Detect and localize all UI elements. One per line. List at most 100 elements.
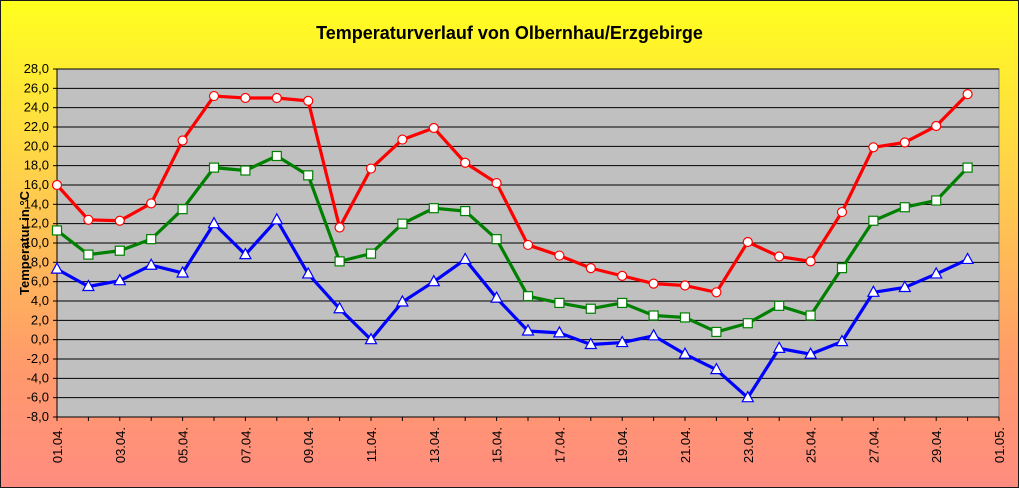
x-tick-label: 17.04. <box>552 427 567 463</box>
data-point-square <box>208 162 220 173</box>
data-point-circle <box>177 135 188 146</box>
x-tick-label: 21.04. <box>678 427 693 463</box>
y-tick-label: -4,0 <box>27 370 49 385</box>
data-point-square <box>303 170 314 181</box>
data-point-circle <box>146 198 157 209</box>
data-point-circle <box>460 157 471 168</box>
y-tick-label: 8,0 <box>31 254 49 269</box>
x-tick-label: 29.04. <box>929 427 944 463</box>
data-point-square <box>931 195 942 206</box>
data-point-triangle <box>552 325 566 338</box>
data-point-triangle <box>238 247 252 260</box>
data-point-square <box>51 225 63 236</box>
data-point-triangle <box>176 265 190 278</box>
data-point-circle <box>648 278 659 289</box>
x-tick-label: 01.05. <box>992 427 1007 463</box>
data-point-square <box>805 310 816 321</box>
data-point-triangle <box>144 257 158 270</box>
y-tick-label: 6,0 <box>31 274 49 289</box>
x-tick-label: 13.04. <box>427 427 442 463</box>
y-tick-label: 14,0 <box>24 196 49 211</box>
data-point-circle <box>742 236 753 248</box>
data-point-circle <box>679 280 691 291</box>
x-tick-label: 05.04. <box>176 427 191 463</box>
x-tick-label: 09.04. <box>301 427 316 463</box>
series-line-2 <box>56 154 969 334</box>
data-point-triangle <box>270 212 284 225</box>
data-point-triangle <box>709 362 723 375</box>
data-point-circle <box>491 177 502 189</box>
y-tick-label: 16,0 <box>24 177 49 192</box>
x-axis-ticks: 01.04. 03.04. 05.04. 07.04. 09.04. 11.04. 13.0… <box>50 417 1007 463</box>
data-point-square <box>491 234 502 245</box>
data-point-circle <box>428 122 439 134</box>
data-point-circle <box>962 89 973 100</box>
data-point-triangle <box>333 301 347 314</box>
data-point-triangle <box>301 266 315 279</box>
data-point-circle <box>271 92 282 104</box>
data-point-square <box>334 256 345 267</box>
x-tick-label: 03.04. <box>113 427 128 463</box>
y-tick-label: 2,0 <box>31 312 49 327</box>
data-point-circle <box>83 214 94 225</box>
data-point-square <box>742 318 753 329</box>
data-point-circle <box>365 163 377 174</box>
data-point-triangle <box>113 273 127 286</box>
data-point-circle <box>554 250 565 261</box>
y-tick-label: 24,0 <box>24 100 49 115</box>
data-point-triangle <box>678 346 692 359</box>
data-point-circle <box>208 90 220 102</box>
y-tick-label: 10,0 <box>24 235 49 250</box>
data-point-triangle <box>741 390 755 403</box>
data-point-square <box>365 248 377 259</box>
data-point-square <box>428 203 439 214</box>
data-point-circle <box>868 142 879 153</box>
data-point-circle <box>805 256 816 267</box>
y-tick-label: -6,0 <box>27 390 49 405</box>
data-point-square <box>114 245 125 256</box>
data-point-square <box>177 204 188 215</box>
data-point-circle <box>774 251 785 262</box>
x-tick-label: 07.04. <box>238 427 253 463</box>
data-point-square <box>522 291 534 302</box>
data-point-triangle <box>521 323 535 336</box>
data-point-circle <box>711 287 722 298</box>
data-point-triangle <box>929 266 943 279</box>
data-point-circle <box>334 222 345 233</box>
data-point-circle <box>617 270 628 281</box>
data-point-triangle <box>395 294 409 307</box>
data-point-triangle <box>804 346 818 359</box>
data-point-square <box>460 206 471 217</box>
data-point-triangle <box>898 280 912 293</box>
data-point-triangle <box>835 334 849 347</box>
series-line-1 <box>55 93 969 294</box>
x-tick-label: 01.04. <box>50 427 65 463</box>
data-point-triangle <box>490 290 504 303</box>
x-tick-label: 19.04. <box>615 427 630 463</box>
data-point-circle <box>51 179 63 191</box>
x-tick-label: 11.04. <box>364 427 379 462</box>
data-point-triangle <box>81 279 95 292</box>
x-tick-label: 27.04. <box>866 427 881 463</box>
data-point-triangle <box>364 332 378 345</box>
data-point-square <box>585 303 596 314</box>
data-point-square <box>774 300 785 311</box>
y-tick-label: 4,0 <box>31 293 49 308</box>
data-point-square <box>146 234 157 245</box>
data-point-triangle <box>584 337 598 350</box>
data-point-square <box>899 202 910 213</box>
data-point-circle <box>240 92 251 104</box>
y-tick-label: 18,0 <box>24 158 49 173</box>
data-point-square <box>868 215 879 226</box>
data-point-square <box>83 249 94 260</box>
y-tick-label: 0,0 <box>31 332 49 347</box>
data-point-circle <box>899 137 910 148</box>
data-point-triangle <box>866 285 880 297</box>
data-point-triangle <box>615 335 629 348</box>
data-point-triangle <box>961 252 975 265</box>
y-tick-label: -2,0 <box>27 351 49 366</box>
data-point-square <box>617 297 628 309</box>
data-point-triangle <box>207 216 221 229</box>
data-point-circle <box>397 134 408 145</box>
